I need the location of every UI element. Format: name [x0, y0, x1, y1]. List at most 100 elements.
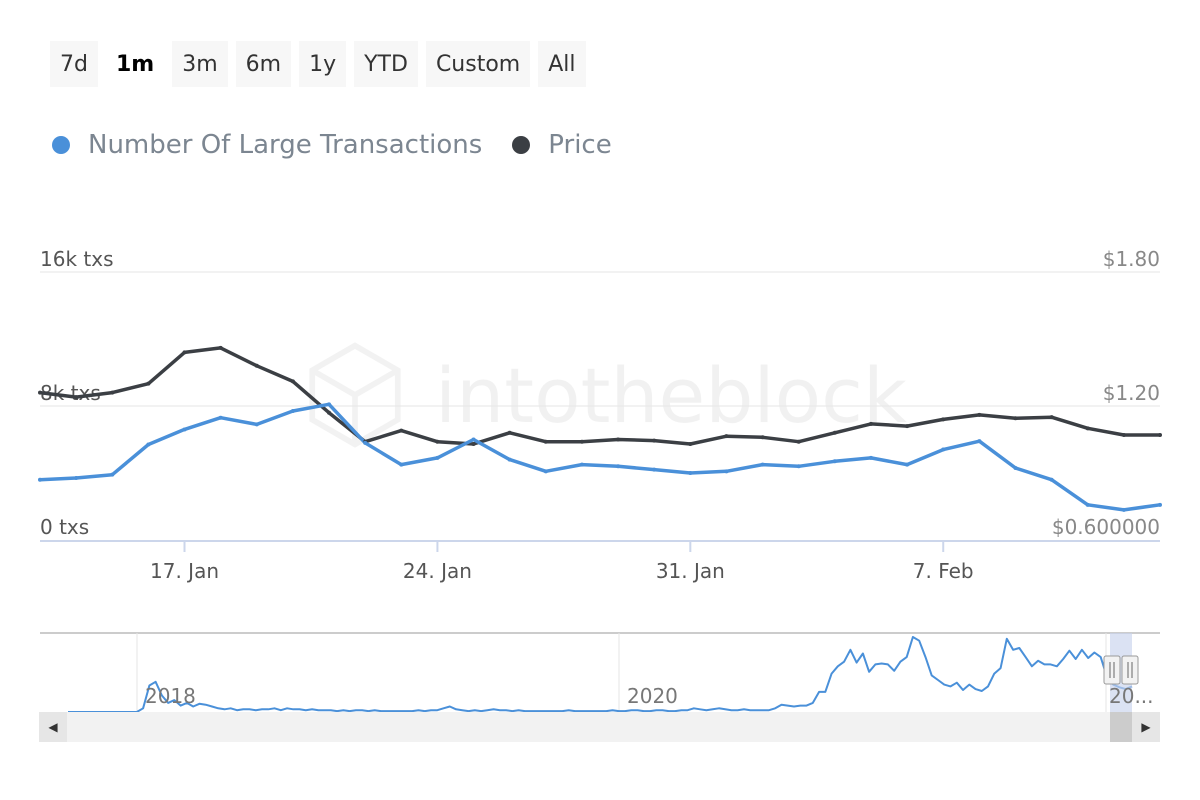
range-custom-button[interactable]: Custom: [425, 41, 531, 87]
y-left-tick-label: 16k txs: [40, 247, 114, 271]
scrollbar-thumb: [1110, 712, 1132, 742]
chart-legend: Number Of Large Transactions Price: [52, 130, 612, 160]
legend-label-price: Price: [548, 130, 612, 160]
price-point: [399, 428, 404, 433]
price-point: [688, 441, 693, 446]
transactions-point: [290, 409, 295, 414]
transactions-point: [796, 464, 801, 469]
price-point: [868, 421, 873, 426]
price-point: [507, 430, 512, 435]
legend-dot-price-icon: [512, 136, 531, 154]
range-1y-button[interactable]: 1y: [299, 41, 347, 87]
price-point: [579, 439, 584, 444]
price-point: [724, 434, 729, 439]
scroll-right-button[interactable]: ▶: [1132, 712, 1160, 742]
watermark-logo-icon: [309, 342, 401, 448]
price-point: [543, 439, 548, 444]
price-point: [290, 379, 295, 384]
transactions-point: [327, 402, 332, 407]
price-point: [471, 441, 476, 446]
transactions-point: [868, 455, 873, 460]
legend-item-transactions[interactable]: Number Of Large Transactions: [52, 130, 482, 160]
x-tick-label: 17. Jan: [150, 559, 219, 583]
watermark: intotheblock: [309, 342, 907, 448]
transactions-point: [74, 476, 79, 481]
price-point: [1085, 426, 1090, 431]
transactions-point: [1085, 502, 1090, 507]
range-1m-button[interactable]: 1m: [105, 41, 165, 87]
y-right-tick-label: $1.20: [1103, 381, 1160, 405]
transactions-point: [1158, 502, 1162, 507]
price-point: [941, 417, 946, 422]
price-point: [832, 430, 837, 435]
scrollbar-track: [39, 712, 1160, 742]
price-point: [977, 412, 982, 417]
price-point: [1013, 416, 1018, 421]
transactions-point: [616, 464, 621, 469]
y-left-tick-label: 0 txs: [40, 515, 89, 539]
transactions-point: [579, 462, 584, 467]
price-point: [1121, 433, 1126, 438]
y-right-tick-label: $1.80: [1103, 247, 1160, 271]
price-point: [616, 437, 621, 442]
price-point: [38, 390, 42, 395]
navigator-line: [68, 636, 1133, 713]
transactions-point: [363, 440, 368, 445]
transactions-point: [1049, 477, 1054, 482]
range-selector: 7d 1m 3m 6m 1y YTD Custom All: [50, 41, 586, 87]
transactions-point: [724, 469, 729, 474]
navigator-label: 20...: [1109, 684, 1154, 708]
x-tick-label: 31. Jan: [656, 559, 725, 583]
transactions-point: [435, 455, 440, 460]
scroll-left-button[interactable]: ◀: [39, 712, 67, 742]
price-point: [760, 435, 765, 440]
transactions-point: [38, 477, 42, 482]
range-ytd-button[interactable]: YTD: [354, 41, 418, 87]
transactions-point: [254, 422, 259, 427]
price-point: [110, 390, 115, 395]
price-point: [905, 424, 910, 429]
transactions-point: [977, 439, 982, 444]
range-7d-button[interactable]: 7d: [50, 41, 98, 87]
transactions-point: [688, 471, 693, 475]
price-point: [796, 439, 801, 444]
range-3m-button[interactable]: 3m: [172, 41, 228, 87]
price-point: [146, 381, 151, 386]
price-point: [652, 438, 657, 443]
legend-item-price[interactable]: Price: [512, 130, 612, 160]
navigator-handle-box: [1121, 655, 1139, 685]
series-group: [38, 345, 1162, 512]
navigator-handle-box: [1103, 655, 1121, 685]
navigator-handle: [1103, 655, 1121, 685]
price-point: [254, 363, 259, 368]
transactions-point: [543, 469, 548, 474]
transactions-point: [146, 442, 151, 447]
range-6m-button[interactable]: 6m: [235, 41, 292, 87]
price-point: [218, 345, 223, 350]
transactions-point: [218, 415, 223, 420]
x-tick-label: 7. Feb: [913, 559, 974, 583]
navigator-label: 2020: [627, 684, 678, 708]
price-point: [1158, 433, 1162, 438]
transactions-point: [182, 427, 187, 432]
price-point: [74, 395, 79, 400]
grid: [40, 271, 1160, 407]
price-point: [1049, 415, 1054, 420]
price-point: [435, 439, 440, 444]
transactions-point: [941, 447, 946, 452]
legend-label-transactions: Number Of Large Transactions: [88, 130, 483, 160]
legend-dot-transactions-icon: [52, 136, 70, 154]
y-right-tick-label: $0.600000: [1052, 515, 1160, 539]
transactions-point: [832, 459, 837, 464]
navigator[interactable]: 2018 2020 20...: [39, 632, 1160, 742]
transactions-point: [507, 457, 512, 462]
navigator-handle: [1121, 655, 1139, 685]
transactions-point: [905, 462, 910, 467]
price-point: [182, 350, 187, 355]
x-tick-label: 24. Jan: [403, 559, 472, 583]
transactions-point: [399, 462, 404, 467]
transactions-point: [1013, 465, 1018, 470]
range-all-button[interactable]: All: [538, 41, 586, 87]
